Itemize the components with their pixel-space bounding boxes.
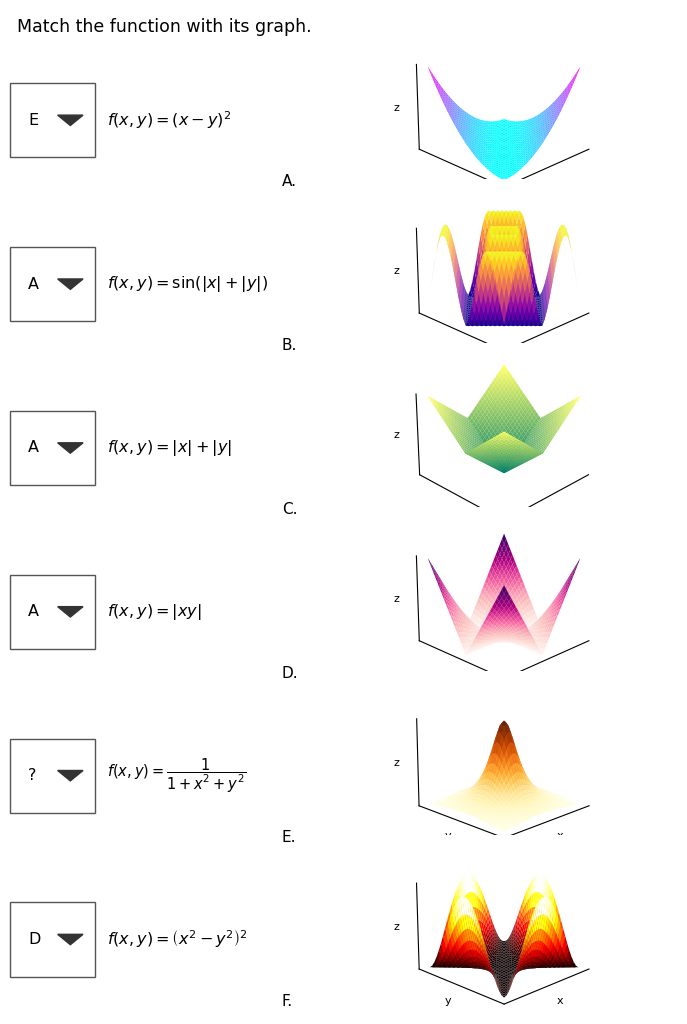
Text: $f(x, y) = |xy|$: $f(x, y) = |xy|$	[106, 602, 201, 622]
Text: D.: D.	[282, 666, 298, 681]
Text: ?: ?	[28, 768, 36, 783]
Bar	[10, 411, 95, 485]
Text: A: A	[28, 440, 39, 456]
X-axis label: x: x	[556, 342, 563, 352]
Text: A: A	[28, 276, 39, 292]
Polygon shape	[58, 279, 83, 290]
Text: A.: A.	[282, 174, 297, 189]
X-axis label: x: x	[556, 831, 563, 842]
X-axis label: x: x	[556, 670, 563, 680]
Text: $f(x, y) = \sin(|x| + |y|)$: $f(x, y) = \sin(|x| + |y|)$	[106, 274, 268, 294]
Text: $f(x, y) = |x| + |y|$: $f(x, y) = |x| + |y|$	[106, 438, 232, 458]
Bar	[10, 902, 95, 977]
Y-axis label: y: y	[445, 670, 452, 680]
X-axis label: x: x	[556, 508, 563, 518]
Y-axis label: y: y	[446, 508, 452, 518]
Text: B.: B.	[282, 338, 297, 353]
Y-axis label: y: y	[445, 178, 452, 188]
Text: $f(x, y) = \dfrac{1}{1 + x^2 +y^2}$: $f(x, y) = \dfrac{1}{1 + x^2 +y^2}$	[106, 757, 246, 795]
Polygon shape	[58, 770, 83, 781]
Bar	[10, 247, 95, 322]
X-axis label: x: x	[556, 178, 563, 188]
Y-axis label: y: y	[445, 342, 452, 352]
Bar	[10, 738, 95, 813]
X-axis label: x: x	[556, 996, 563, 1007]
Text: E: E	[28, 113, 38, 128]
Text: F.: F.	[282, 993, 293, 1009]
Text: A: A	[28, 604, 39, 620]
Text: $f(x, y) = (x - y)^2$: $f(x, y) = (x - y)^2$	[106, 110, 231, 131]
Bar	[10, 83, 95, 158]
Text: C.: C.	[282, 502, 297, 517]
Text: D: D	[28, 932, 41, 947]
Text: $f(x, y) = \left(x^2 - y^2\right)^2$: $f(x, y) = \left(x^2 - y^2\right)^2$	[106, 929, 247, 950]
Y-axis label: y: y	[445, 996, 451, 1007]
Polygon shape	[58, 442, 83, 454]
Y-axis label: y: y	[445, 831, 451, 842]
Polygon shape	[58, 115, 83, 126]
Text: Match the function with its graph.: Match the function with its graph.	[17, 18, 312, 37]
Polygon shape	[58, 606, 83, 617]
Bar	[10, 574, 95, 649]
Text: E.: E.	[282, 829, 296, 845]
Polygon shape	[58, 934, 83, 945]
